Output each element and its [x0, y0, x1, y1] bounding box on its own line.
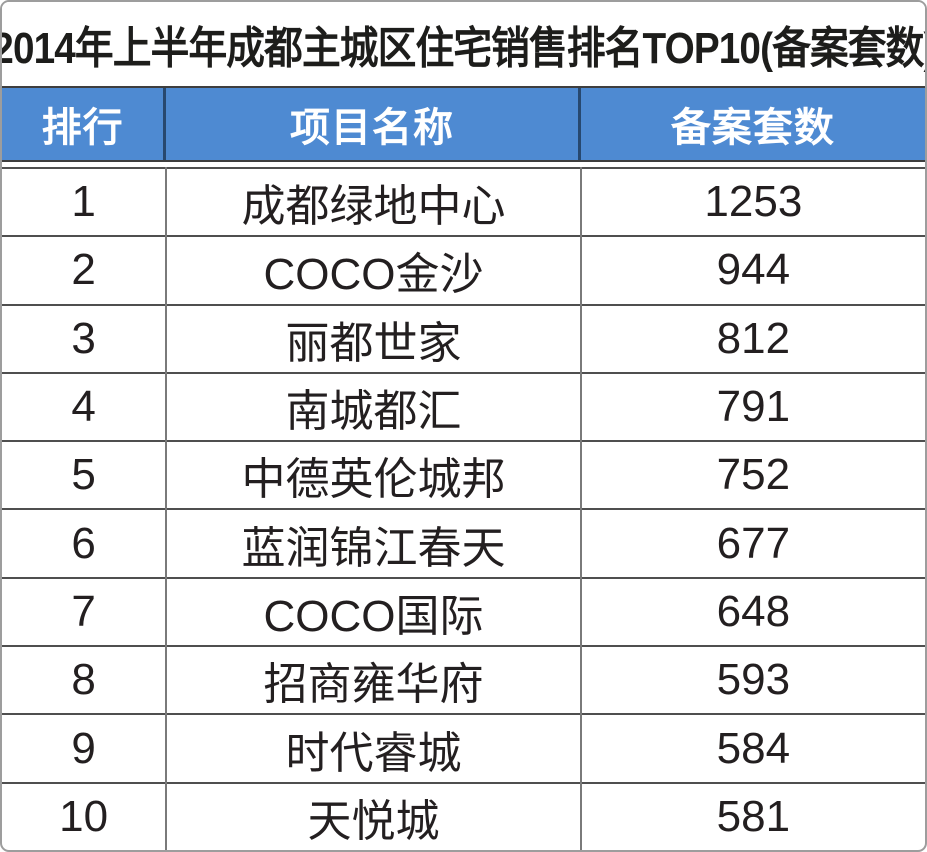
table-header-row: 排行 项目名称 备案套数: [2, 86, 925, 162]
project-cell: 天悦城: [166, 781, 582, 850]
units-cell: 944: [580, 235, 925, 305]
rank-cell: 8: [2, 645, 168, 715]
table-row: 2 COCO金沙 944: [2, 235, 925, 305]
rank-cell: 9: [2, 713, 168, 783]
table-row: 9 时代睿城 584: [2, 713, 925, 783]
project-cell: 招商雍华府: [166, 645, 582, 715]
units-cell: 791: [580, 371, 925, 442]
rank-cell: 6: [2, 508, 168, 578]
rank-cell: 5: [2, 440, 168, 510]
units-cell: 584: [580, 713, 925, 783]
rank-cell: 2: [2, 235, 168, 305]
rank-cell: 1: [2, 166, 168, 237]
column-header-project: 项目名称: [166, 88, 581, 160]
project-cell: COCO国际: [166, 576, 582, 647]
rank-cell: 7: [2, 576, 168, 647]
header-body-gap: [2, 162, 925, 167]
table-row: 3 丽都世家 812: [2, 303, 925, 373]
ranking-table: 1 成都绿地中心 1253 2 COCO金沙 944 3 丽都世家 812 4 …: [2, 166, 925, 850]
page-title: 2014年上半年成都主城区住宅销售排名TOP10(备案套数): [0, 24, 927, 73]
table-row: 10 天悦城 581: [2, 781, 925, 850]
table-body: 1 成都绿地中心 1253 2 COCO金沙 944 3 丽都世家 812 4 …: [2, 166, 925, 850]
table-row: 5 中德英伦城邦 752: [2, 440, 925, 510]
column-header-units: 备案套数: [670, 106, 835, 150]
project-cell: 时代睿城: [166, 713, 582, 783]
title-band: 2014年上半年成都主城区住宅销售排名TOP10(备案套数): [2, 2, 925, 86]
project-cell: COCO金沙: [166, 235, 582, 305]
project-cell: 南城都汇: [166, 371, 582, 442]
units-cell: 593: [580, 645, 925, 715]
units-cell: 812: [580, 303, 925, 373]
table-row: 4 南城都汇 791: [2, 371, 925, 442]
table-row: 6 蓝润锦江春天 677: [2, 508, 925, 578]
column-header-rank: 排行: [2, 88, 167, 160]
project-cell: 中德英伦城邦: [166, 440, 582, 510]
units-cell: 648: [580, 576, 925, 647]
project-cell: 丽都世家: [166, 303, 582, 373]
table-row: 1 成都绿地中心 1253: [2, 166, 925, 237]
units-cell: 581: [580, 781, 925, 850]
table-row: 7 COCO国际 648: [2, 576, 925, 647]
units-cell: 677: [580, 508, 925, 578]
rank-cell: 3: [2, 303, 168, 373]
rank-cell: 10: [2, 781, 168, 850]
units-cell: 752: [580, 440, 925, 510]
project-cell: 蓝润锦江春天: [166, 508, 582, 578]
project-cell: 成都绿地中心: [166, 166, 582, 237]
rank-cell: 4: [2, 371, 168, 442]
units-cell: 1253: [580, 166, 925, 237]
table-row: 8 招商雍华府 593: [2, 645, 925, 715]
